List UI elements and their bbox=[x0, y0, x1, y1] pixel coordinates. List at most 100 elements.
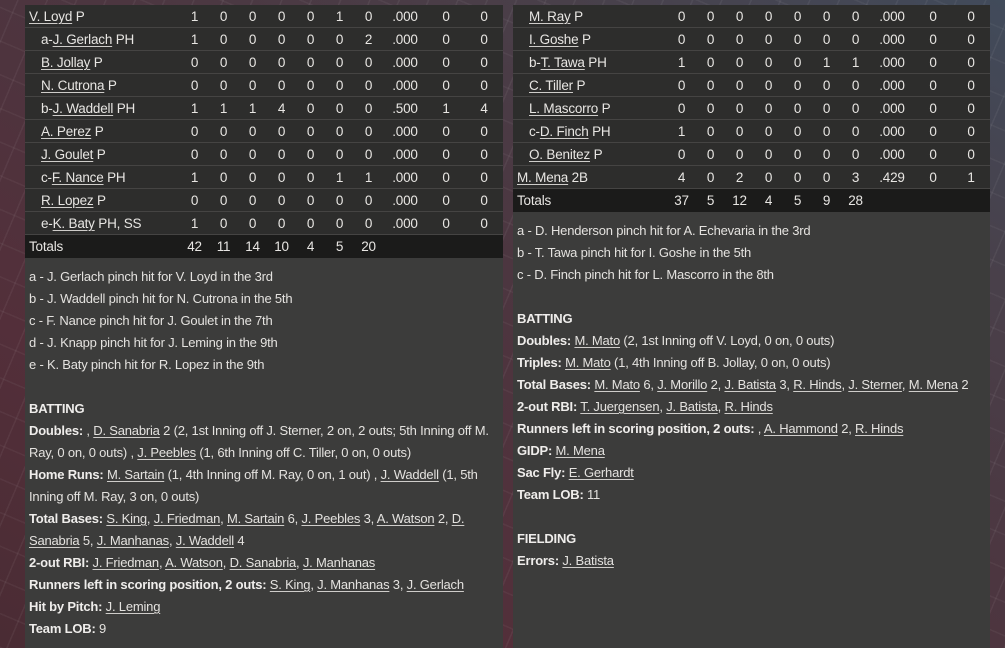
player-link[interactable]: J. Waddell bbox=[380, 467, 439, 482]
player-link[interactable]: S. King bbox=[106, 511, 147, 526]
player-link[interactable]: M. Mato bbox=[565, 355, 611, 370]
player-link[interactable]: I. Goshe bbox=[529, 32, 579, 47]
stat-cell: 2 bbox=[735, 170, 744, 185]
position-label: P bbox=[93, 147, 106, 162]
player-link[interactable]: D. Sanabria bbox=[29, 511, 465, 548]
player-link[interactable]: M. Mato bbox=[574, 333, 620, 348]
player-link[interactable]: K. Baty bbox=[52, 216, 95, 231]
text-segment: (1, 4th Inning off B. Jollay, 0 on, 0 ou… bbox=[610, 355, 831, 370]
player-link[interactable]: J. Manhanas bbox=[96, 533, 169, 548]
stat-cell: 0 bbox=[793, 55, 802, 70]
text-segment: 2, bbox=[434, 511, 452, 526]
stat-cell: 0 bbox=[335, 78, 344, 93]
stat-cell: 11 bbox=[216, 239, 231, 254]
player-link[interactable]: A. Hammond bbox=[763, 421, 838, 436]
player-link[interactable]: B. Jollay bbox=[41, 55, 91, 70]
player-link[interactable]: J. Friedman bbox=[153, 511, 221, 526]
stat-cell: 0 bbox=[480, 124, 488, 139]
stat-cell: .000 bbox=[879, 147, 905, 162]
stat-cell: 0 bbox=[706, 32, 715, 47]
stat-cell: 0 bbox=[822, 147, 831, 162]
player-link[interactable]: J. Waddell bbox=[175, 533, 234, 548]
player-link[interactable]: N. Cutrona bbox=[41, 78, 105, 93]
table-row: J. Goulet P 0 0 0 0 0 0 0 .000 0 0 bbox=[25, 143, 503, 166]
stat-cell: 0 bbox=[277, 216, 286, 231]
player-link[interactable]: T. Juergensen bbox=[580, 399, 660, 414]
home-notes-panel: a - D. Henderson pinch hit for A. Echeva… bbox=[513, 212, 990, 648]
table-row: R. Lopez P 0 0 0 0 0 0 0 .000 0 0 bbox=[25, 189, 503, 212]
stat-cell: 0 bbox=[822, 78, 831, 93]
player-link[interactable]: O. Benitez bbox=[529, 147, 591, 162]
player-link[interactable]: D. Sanabria bbox=[93, 423, 160, 438]
player-link[interactable]: J. Waddell bbox=[52, 101, 114, 116]
stat-cell: 0 bbox=[822, 32, 831, 47]
player-link[interactable]: D. Finch bbox=[539, 124, 589, 139]
text-segment: Hit by Pitch: bbox=[29, 599, 103, 614]
player-link[interactable]: J. Friedman bbox=[92, 555, 160, 570]
player-link[interactable]: J. Sterner bbox=[848, 377, 902, 392]
player-link[interactable]: J. Peebles bbox=[301, 511, 361, 526]
stat-cell: 1 bbox=[335, 9, 344, 24]
player-link[interactable]: E. Gerhardt bbox=[568, 465, 634, 480]
stat-cell: 0 bbox=[335, 124, 344, 139]
player-link[interactable]: T. Tawa bbox=[540, 55, 585, 70]
stat-cell: 14 bbox=[245, 239, 260, 254]
stat-cell: 0 bbox=[764, 124, 773, 139]
stat-cell: 0 bbox=[929, 101, 937, 116]
player-link[interactable]: D. Sanabria bbox=[229, 555, 297, 570]
player-link[interactable]: A. Watson bbox=[376, 511, 435, 526]
text-segment: , bbox=[146, 511, 154, 526]
position-label: PH bbox=[112, 32, 135, 47]
stat-cell: .000 bbox=[879, 55, 905, 70]
player-link[interactable]: L. Mascorro bbox=[529, 101, 599, 116]
text-segment: Errors: bbox=[517, 553, 559, 568]
stat-cell: 12 bbox=[732, 193, 747, 208]
stat-cell: 0 bbox=[480, 147, 488, 162]
player-name-cell: I. Goshe P bbox=[513, 28, 667, 51]
player-link[interactable]: M. Mato bbox=[594, 377, 640, 392]
player-link[interactable]: J. Morillo bbox=[657, 377, 708, 392]
player-link[interactable]: R. Hinds bbox=[724, 399, 773, 414]
player-link[interactable]: A. Watson bbox=[165, 555, 223, 570]
position-label: P bbox=[91, 124, 104, 139]
player-link[interactable]: R. Hinds bbox=[855, 421, 904, 436]
text-segment: 2-out RBI: bbox=[517, 399, 578, 414]
player-link[interactable]: M. Ray bbox=[529, 9, 571, 24]
player-link[interactable]: M. Mena bbox=[517, 170, 569, 185]
table-row: e-K. Baty PH, SS 1 0 0 0 0 0 0 .000 0 0 bbox=[25, 212, 503, 235]
stat-cell: 9 bbox=[822, 193, 831, 208]
player-link[interactable]: J. Batista bbox=[562, 553, 614, 568]
substitution-note: b - T. Tawa pinch hit for I. Goshe in th… bbox=[517, 245, 752, 260]
stat-cell: 0 bbox=[929, 147, 937, 162]
player-link[interactable]: J. Batista bbox=[666, 399, 718, 414]
stat-cell: 0 bbox=[480, 32, 488, 47]
player-link[interactable]: J. Manhanas bbox=[317, 577, 390, 592]
player-link[interactable]: M. Mena bbox=[555, 443, 605, 458]
player-link[interactable]: J. Gerlach bbox=[406, 577, 464, 592]
stat-cell: .000 bbox=[392, 216, 418, 231]
player-link[interactable]: J. Batista bbox=[724, 377, 776, 392]
stat-cell: .000 bbox=[392, 170, 418, 185]
player-link[interactable]: R. Lopez bbox=[41, 193, 94, 208]
stat-cell: 0 bbox=[442, 32, 450, 47]
player-link[interactable]: R. Hinds bbox=[793, 377, 842, 392]
player-link[interactable]: S. King bbox=[269, 577, 311, 592]
player-link[interactable]: J. Leming bbox=[105, 599, 161, 614]
player-link[interactable]: M. Mena bbox=[908, 377, 958, 392]
player-link[interactable]: J. Gerlach bbox=[52, 32, 113, 47]
totals-row: Totals 42 11 14 10 4 5 20 bbox=[25, 235, 503, 258]
player-link[interactable]: F. Nance bbox=[51, 170, 104, 185]
player-link[interactable]: A. Perez bbox=[41, 124, 92, 139]
player-link[interactable]: J. Goulet bbox=[41, 147, 94, 162]
player-link[interactable]: V. Loyd bbox=[29, 9, 73, 24]
stat-cell: 1 bbox=[851, 55, 860, 70]
player-link[interactable]: M. Sartain bbox=[226, 511, 285, 526]
player-name-cell: M. Ray P bbox=[513, 5, 667, 28]
player-link[interactable]: M. Sartain bbox=[106, 467, 165, 482]
player-link[interactable]: J. Manhanas bbox=[302, 555, 376, 570]
stat-cell: 0 bbox=[335, 216, 344, 231]
stat-cell: 0 bbox=[442, 78, 450, 93]
player-link[interactable]: J. Peebles bbox=[137, 445, 196, 460]
player-link[interactable]: C. Tiller bbox=[529, 78, 573, 93]
